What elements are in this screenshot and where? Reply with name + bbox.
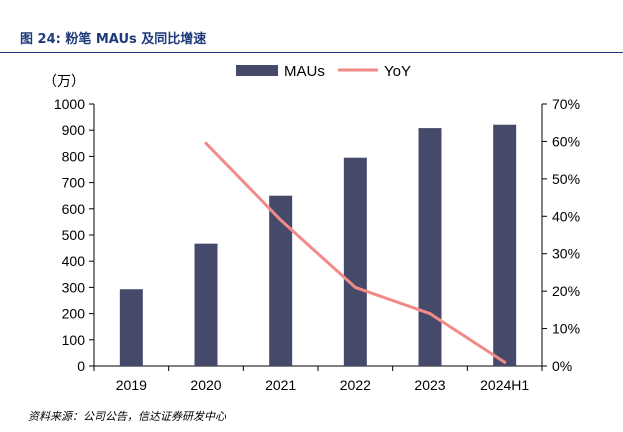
bar-mau [418,128,442,366]
legend-label-maus: MAUs [284,63,325,80]
chart-axes: 0 100 200 300 400 500 600 700 800 900 1000 （万） 0% 10%… [43,73,580,393]
yoy-point [279,218,283,222]
left-tick-label: 1000 [54,96,85,112]
figure-title: 图 24: 粉笔 MAUs 及同比增速 [20,32,207,47]
chart-legend: MAUs YoY [236,63,411,80]
legend-swatch-maus [236,65,278,76]
bar-mau [343,157,367,366]
bar-mau [493,124,517,366]
yoy-point [204,141,208,145]
left-axis-unit-label: （万） [43,73,85,89]
x-tick-label: 2019 [116,377,147,393]
left-tick-label: 800 [62,148,86,164]
right-tick-label: 40% [552,208,580,224]
left-tick-label: 500 [62,227,86,243]
bar-series-maus [119,124,517,366]
left-tick-label: 600 [62,201,86,217]
x-tick-label: 2024H1 [480,377,529,393]
x-tick-label: 2023 [414,377,445,393]
left-tick-label: 100 [62,332,86,348]
source-note: 资料来源：公司公告，信达证券研发中心 [28,410,226,423]
left-tick-label: 0 [77,358,85,374]
mau-yoy-chart: 0 100 200 300 400 500 600 700 800 900 1000 （万） 0% 10%… [43,63,580,393]
bar-mau [194,243,218,366]
right-tick-label: 0% [552,358,572,374]
line-series-yoy [204,141,507,364]
left-tick-label: 200 [62,306,86,322]
yoy-point [503,360,507,364]
right-tick-label: 70% [552,96,580,112]
right-tick-label: 20% [552,283,580,299]
right-tick-label: 10% [552,321,580,337]
x-tick-label: 2021 [265,377,296,393]
bar-mau [269,195,293,366]
legend-label-yoy: YoY [384,63,411,80]
x-tick-label: 2020 [190,377,221,393]
right-tick-label: 30% [552,246,580,262]
yoy-point [428,312,432,316]
left-tick-label: 300 [62,279,86,295]
x-tick-label: 2022 [340,377,371,393]
left-tick-label: 400 [62,253,86,269]
left-tick-label: 900 [62,122,86,138]
title-divider [0,52,623,53]
right-tick-label: 60% [552,133,580,149]
right-tick-label: 50% [552,171,580,187]
left-tick-label: 700 [62,175,86,191]
yoy-point [353,285,357,289]
bar-mau [119,289,143,366]
